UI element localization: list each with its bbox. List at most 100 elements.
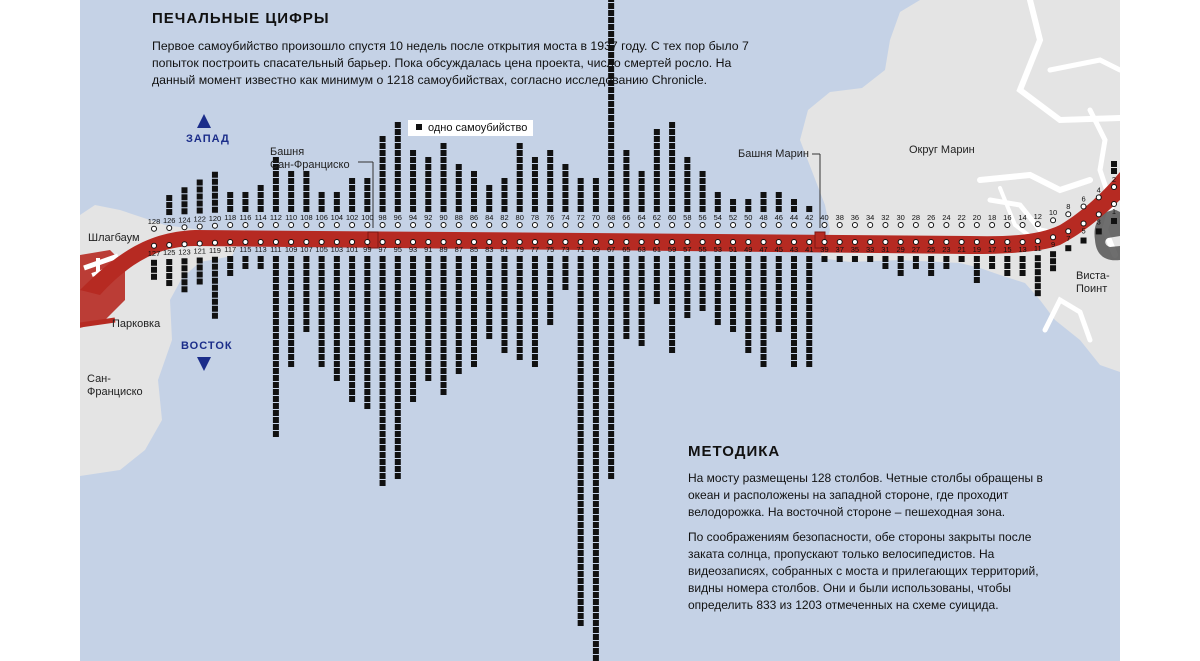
incident-marker <box>592 438 599 444</box>
incident-marker <box>547 270 554 276</box>
pole-label: 15 <box>1003 245 1011 254</box>
incident-marker <box>272 256 279 262</box>
incident-marker <box>455 333 462 339</box>
incident-marker <box>501 291 508 297</box>
incident-marker <box>577 361 584 367</box>
incident-marker <box>577 473 584 479</box>
incident-marker <box>394 157 401 163</box>
incident-marker <box>592 487 599 493</box>
incident-marker <box>547 164 554 170</box>
incident-marker <box>349 284 356 290</box>
incident-marker <box>288 185 295 191</box>
incident-marker <box>394 319 401 325</box>
incident-marker <box>577 578 584 584</box>
incident-marker <box>562 263 569 269</box>
incident-marker <box>791 206 797 212</box>
incident-marker <box>592 473 599 479</box>
legend-label: одно самоубийство <box>428 122 528 134</box>
incident-marker <box>318 263 325 269</box>
incident-marker <box>349 361 356 367</box>
incident-marker <box>577 368 584 374</box>
pole-label: 120 <box>209 214 222 223</box>
incident-marker <box>471 199 477 205</box>
incident-marker <box>897 270 904 276</box>
incident-marker <box>394 136 401 142</box>
incident-marker <box>349 319 356 325</box>
incident-marker <box>592 494 599 500</box>
incident-marker <box>425 185 432 191</box>
incident-marker <box>394 375 401 381</box>
incident-marker <box>318 361 325 367</box>
incident-marker <box>547 256 554 262</box>
pole-label: 111 <box>270 245 281 254</box>
incident-marker <box>684 192 691 198</box>
pole-label: 1 <box>1112 207 1116 216</box>
incident-marker <box>379 298 386 304</box>
pole-marker <box>257 222 264 228</box>
tower-sf-label: Башня Сан-Франциско <box>270 146 350 172</box>
incident-marker <box>592 466 599 472</box>
pole-marker <box>730 239 737 245</box>
incident-marker <box>501 326 508 332</box>
incident-marker <box>577 206 584 212</box>
pole-label: 99 <box>363 245 371 254</box>
pole-marker <box>623 239 630 245</box>
incident-marker <box>440 312 447 318</box>
incident-marker <box>592 431 599 437</box>
east-label: ВОСТОК <box>181 340 233 352</box>
incident-marker <box>653 298 660 304</box>
incident-marker <box>791 199 797 205</box>
incident-marker <box>577 354 584 360</box>
pole-label: 86 <box>470 213 478 222</box>
incident-marker <box>791 347 797 353</box>
pole-label: 97 <box>378 245 386 254</box>
incident-marker <box>410 382 417 388</box>
incident-marker <box>211 291 218 298</box>
incident-marker <box>455 185 462 191</box>
incident-marker <box>440 319 447 325</box>
incident-marker <box>410 256 417 262</box>
incident-marker <box>516 199 523 205</box>
pole-marker <box>897 239 904 245</box>
pole-label: 39 <box>820 245 828 254</box>
incident-marker <box>730 319 737 325</box>
incident-marker <box>577 613 584 619</box>
pole-label: 102 <box>346 213 359 222</box>
incident-marker <box>577 263 584 269</box>
pole-marker <box>516 222 523 228</box>
incident-marker <box>501 347 508 353</box>
incident-marker <box>364 178 371 184</box>
pole-marker <box>989 239 996 245</box>
incident-marker <box>440 382 447 388</box>
incident-marker <box>440 199 447 205</box>
incident-marker <box>531 298 538 304</box>
incident-marker <box>516 192 523 198</box>
incident-marker <box>379 403 386 409</box>
incident-marker <box>669 122 676 128</box>
pole-label: 105 <box>315 245 328 254</box>
pole-label: 10 <box>1049 208 1057 217</box>
incident-marker <box>669 333 676 339</box>
pole-marker <box>1111 201 1117 207</box>
incident-marker <box>577 347 584 353</box>
incident-marker <box>242 199 249 205</box>
incident-marker <box>471 347 477 353</box>
incident-marker <box>333 256 340 262</box>
incident-marker <box>166 273 173 280</box>
incident-marker <box>501 178 508 184</box>
sf-label-line2: Франциско <box>87 386 143 398</box>
incident-marker <box>227 256 234 262</box>
pole-marker <box>851 239 858 245</box>
incident-marker <box>730 291 737 297</box>
incident-marker <box>486 185 493 191</box>
incident-marker <box>653 136 660 142</box>
incident-marker <box>638 185 645 191</box>
pole-label: 38 <box>836 213 844 222</box>
incident-marker <box>760 192 767 198</box>
incident-marker <box>638 256 645 262</box>
pole-label: 123 <box>178 247 191 256</box>
incident-marker <box>730 199 737 205</box>
incident-marker <box>638 340 645 346</box>
incident-marker <box>349 291 356 297</box>
pole-label: 107 <box>300 245 313 254</box>
